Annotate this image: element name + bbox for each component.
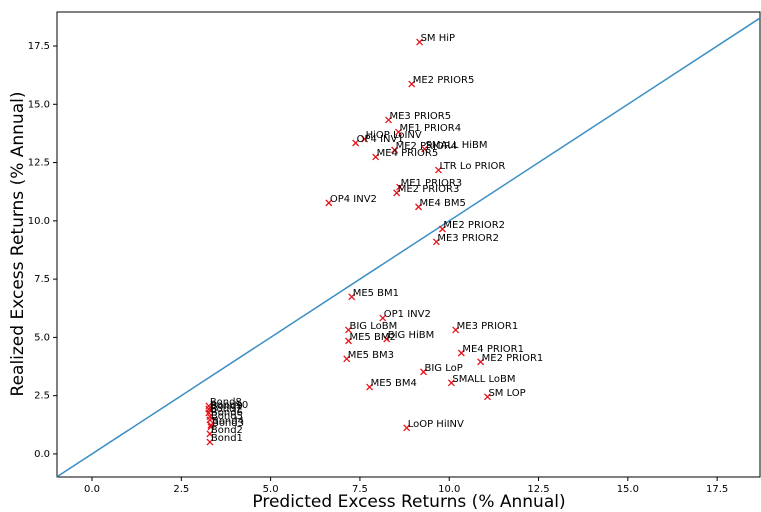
point-marker [477,358,485,366]
y-tick-label: 10.0 [28,216,50,227]
point-label: ME4 PRIOR5 [377,148,439,159]
y-tick-label: 7.5 [34,274,50,285]
point-label: SM LOP [488,388,525,399]
point-marker [420,368,427,376]
point-marker [379,314,387,322]
x-tick-label: 17.5 [706,484,728,495]
x-tick-label: 10.0 [438,484,460,495]
y-tick-label: 15.0 [28,99,50,110]
point-marker [345,337,352,345]
point-marker [391,146,399,154]
y-tick-label: 0.0 [34,449,50,460]
point-marker [447,379,455,387]
point-marker [325,199,333,207]
point-label: OP4 INV2 [330,194,377,205]
point-marker [396,183,404,191]
point-label: ME4 PRIOR1 [462,344,524,355]
point-label: ME2 PRIOR3 [398,184,460,195]
point-label: HiOP LoINV [366,130,422,141]
point-label: BIG LoBM [349,321,397,332]
point-label: ME1 PRIOR3 [401,178,463,189]
y-tick-label: 12.5 [28,158,50,169]
point-label: ME2 PRIOR1 [482,353,544,364]
point-marker [395,128,402,136]
point-marker [361,135,369,143]
point-marker [403,424,411,432]
point-label: Bond5 [211,411,243,422]
x-tick-label: 5.0 [263,484,279,495]
point-label: OP4 INV1 [357,134,404,145]
y-tick-label: 5.0 [34,332,50,343]
point-marker [457,349,465,357]
point-label: Bond9 [211,401,243,412]
point-label: BIG HiBM [388,330,435,341]
point-label: LTR Lo PRIOR [440,161,506,172]
point-marker [343,355,351,363]
plot-frame [56,11,761,478]
point-label: Bond6 [211,408,243,419]
x-tick-label: 12.5 [527,484,549,495]
point-marker [415,203,422,211]
point-label: Bond7 [210,404,242,415]
point-label: Bond1 [211,433,243,444]
point-label: SM HiP [421,33,455,44]
point-label: Bond2 [211,425,243,436]
point-marker [432,238,440,246]
point-label: ME5 BM1 [353,288,399,299]
point-marker [393,189,401,197]
point-label: OP1 INV2 [384,309,431,320]
point-label: ME3 PRIOR1 [457,321,519,332]
point-label: LoOP HiINV [408,419,464,430]
point-marker [352,139,360,147]
point-marker [383,335,391,343]
x-tick-label: 7.5 [352,484,368,495]
point-label: ME1 PRIOR4 [399,123,461,134]
point-label: ME4 BM5 [420,198,466,209]
x-axis-label: Predicted Excess Returns (% Annual) [252,492,565,512]
x-tick-label: 0.0 [84,484,100,495]
point-marker [452,326,460,334]
point-label: ME2 PRIOR2 [443,220,505,231]
point-marker [385,116,392,124]
point-label: ME3 PRIOR2 [437,233,499,244]
point-marker [408,80,416,88]
point-label: ME2 PRIOR5 [413,75,475,86]
point-label: SMALL HiBM [426,140,488,151]
point-label: Bond10 [210,400,248,411]
point-label: ME5 BM3 [348,350,394,361]
point-marker [206,416,214,424]
point-marker [348,293,356,301]
point-marker [207,423,215,431]
y-axis-label: Realized Excess Returns (% Annual) [8,92,28,397]
point-marker [435,166,442,174]
y-tick-label: 2.5 [34,391,50,402]
point-marker [483,393,491,401]
point-label: Bond8 [210,397,242,408]
point-marker [206,438,214,446]
point-marker [438,225,446,233]
point-marker [421,145,429,153]
point-label: BIG LoP [425,363,463,374]
point-label: ME5 BM4 [371,378,417,389]
point-label: ME5 BM2 [349,332,395,343]
diagonal-line [56,17,761,478]
point-marker [207,421,215,429]
point-marker [416,38,424,46]
x-tick-label: 15.0 [617,484,639,495]
point-label: ME3 PRIOR5 [389,111,451,122]
x-tick-label: 2.5 [173,484,189,495]
point-marker [345,326,352,334]
point-label: Bond4 [212,416,244,427]
point-marker [206,430,214,438]
point-label: Bond3 [212,418,244,429]
point-marker [372,153,380,161]
y-tick-label: 17.5 [28,41,50,52]
point-marker [366,383,374,391]
point-label: SMALL LoBM [452,374,515,385]
